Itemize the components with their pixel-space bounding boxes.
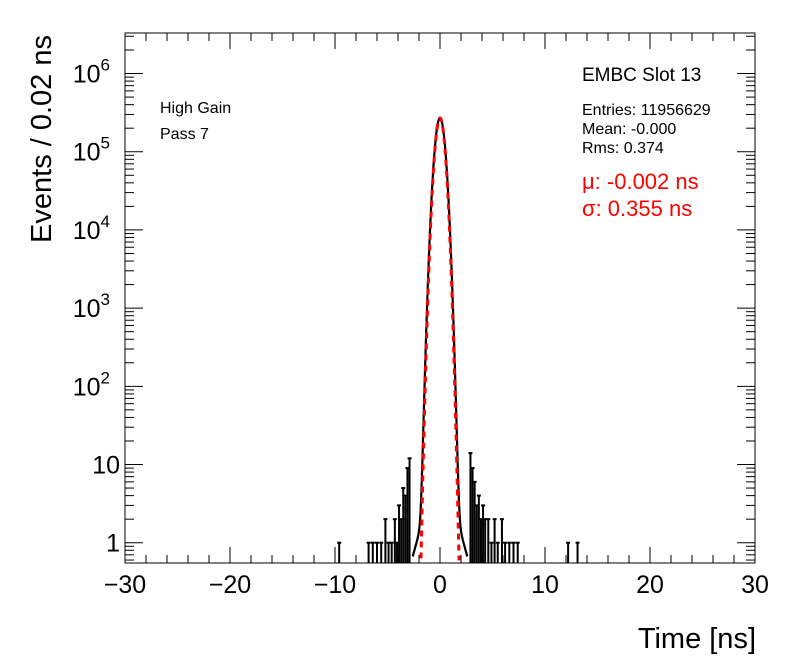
y-tick-label: 102 (73, 368, 110, 401)
x-axis-ticks: −30 −20 −10 0 10 20 30 (104, 33, 769, 599)
y-tick-label: 103 (73, 290, 110, 323)
y-tick-exponent: 5 (101, 134, 110, 153)
y-tick-exponent: 4 (101, 212, 110, 231)
stats-rms: Rms: 0.374 (582, 140, 664, 157)
y-tick-label: 104 (73, 212, 110, 245)
x-tick-label: −20 (209, 571, 251, 599)
y-tick-base: 10 (73, 295, 101, 323)
y-tick-base: 10 (73, 217, 101, 245)
y-tick-exponent: 3 (101, 290, 110, 309)
annotation-high-gain: High Gain (160, 100, 231, 117)
y-tick-label: 1 (106, 530, 120, 558)
fit-curve (419, 116, 461, 561)
fit-sigma-label: σ: 0.355 ns (582, 196, 692, 221)
histogram-core (411, 116, 469, 557)
y-tick-base: 10 (73, 139, 101, 167)
stats-title: EMBC Slot 13 (582, 65, 701, 86)
fit-mu-label: μ: -0.002 ns (582, 169, 699, 194)
y-tick-label: 105 (73, 134, 110, 167)
y-minor-ticks (125, 35, 755, 561)
y-axis-title: Events / 0.02 ns (26, 35, 58, 243)
histogram-layer (337, 116, 580, 563)
x-tick-label: 20 (636, 571, 664, 599)
y-tick-base: 10 (73, 373, 101, 401)
x-tick-label: −30 (104, 571, 146, 599)
x-tick-label: 10 (531, 571, 559, 599)
stats-entries: Entries: 11956629 (582, 102, 711, 119)
y-tick-base: 10 (73, 61, 101, 89)
y-tick-exponent: 2 (101, 368, 110, 387)
y-tick-exponent: 6 (101, 56, 110, 75)
x-axis-title: Time [ns] (638, 623, 756, 655)
annotation-pass: Pass 7 (160, 126, 209, 143)
x-minor-ticks (145, 33, 735, 563)
y-tick-label: 10 (92, 452, 120, 480)
y-tick-label: 106 (73, 56, 110, 89)
x-tick-label: 30 (741, 571, 769, 599)
fit-layer (419, 116, 461, 561)
stats-mean: Mean: -0.000 (582, 121, 676, 138)
x-tick-label: 0 (433, 571, 447, 599)
x-tick-label: −10 (314, 571, 356, 599)
